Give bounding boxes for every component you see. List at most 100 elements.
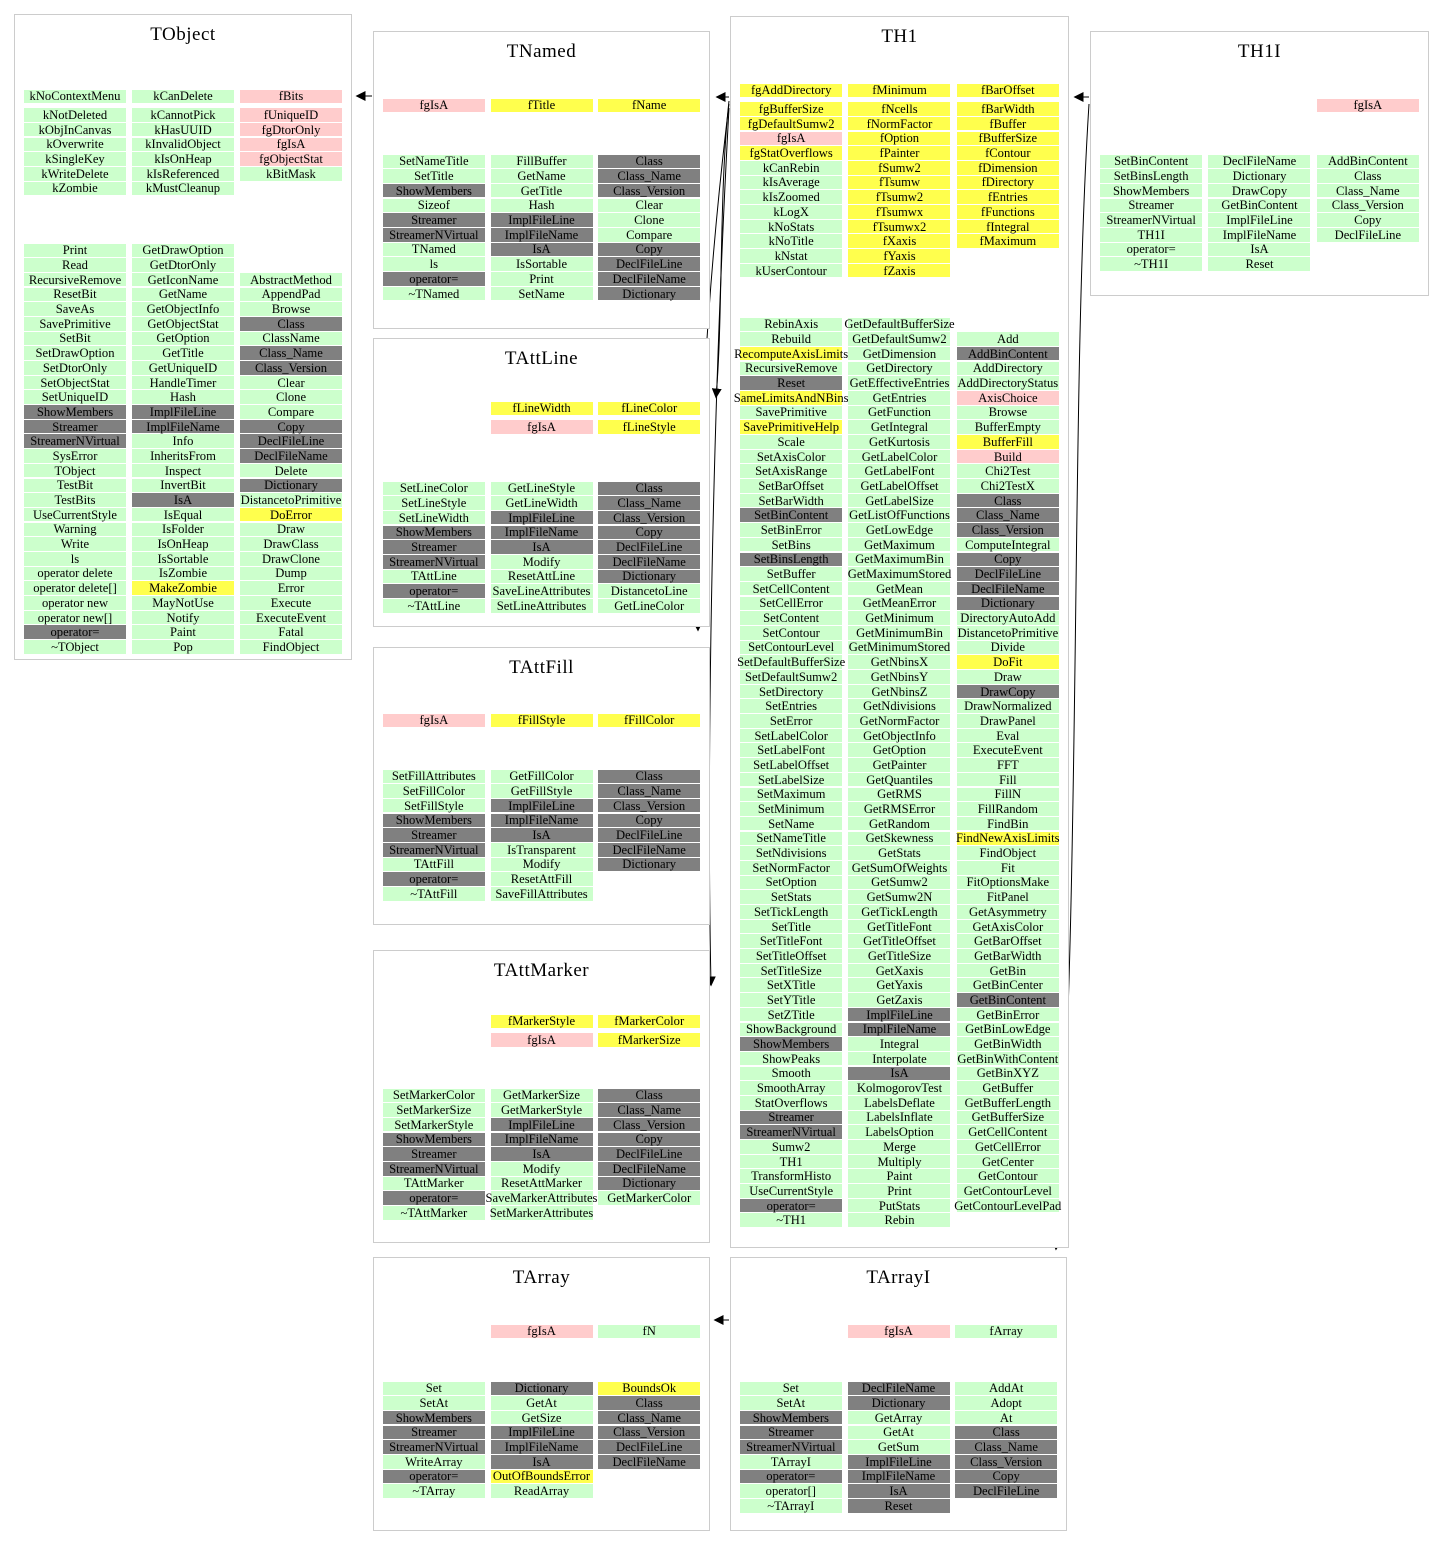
member-label: GetFillStyle: [510, 784, 573, 799]
member-column: GetLineStyle GetLineWidth ImplFileLine Impl…: [488, 481, 596, 613]
member-highlight: [740, 190, 843, 204]
member-highlight: [598, 1161, 701, 1176]
member-label: FFT: [996, 757, 1019, 772]
class-box-th1: TH1 fgAddDirectory fgBufferSize fgDefaultS…: [730, 16, 1069, 1248]
member-highlight: [848, 831, 951, 846]
member-label: LabelsOption: [865, 1125, 934, 1140]
member-highlight: [848, 160, 951, 175]
member-highlight: [740, 435, 843, 449]
member-label: At: [999, 1410, 1013, 1425]
member-label: operator=: [409, 1191, 459, 1206]
member-label: SetAt: [419, 1396, 449, 1411]
member-highlight: [598, 554, 701, 569]
member-column: SetNameTitle SetTitle ShowMembers Sizeof Str…: [380, 154, 488, 301]
member-cell: Notify: [129, 610, 237, 625]
member-cell: ShowPeaks: [737, 1051, 845, 1066]
member-label: operator=: [409, 1469, 459, 1484]
member-cell: Class_Version: [595, 1117, 703, 1132]
member-cell: kZombie: [21, 181, 129, 196]
member-label: GetSkewness: [865, 831, 934, 846]
member-label: Clear: [277, 375, 305, 390]
member-label: GetBinContent: [1221, 198, 1298, 213]
member-cell: kInvalidObject: [129, 137, 237, 152]
member-cell: Dictionary: [237, 478, 345, 493]
member-highlight: [598, 599, 701, 613]
member-highlight: [740, 1051, 843, 1066]
member-label: ImplFileLine: [508, 1425, 575, 1440]
member-cell: GetLabelSize: [845, 493, 953, 508]
member-highlight: [24, 137, 126, 152]
member-label: fBits: [278, 89, 304, 104]
member-cell: Reset: [737, 376, 845, 391]
member-highlight: [132, 390, 234, 404]
member-highlight: [848, 146, 951, 160]
member-highlight: [740, 758, 843, 772]
member-highlight: [598, 98, 701, 113]
member-highlight: [740, 699, 843, 713]
member-highlight: [132, 640, 234, 654]
member-highlight: [740, 963, 843, 978]
member-highlight: [490, 286, 593, 301]
member-label: Error: [277, 581, 305, 596]
member-cell: Class: [595, 1396, 703, 1411]
member-highlight: [24, 287, 126, 302]
member-highlight: [1208, 227, 1311, 242]
member-highlight: [740, 993, 843, 1007]
member-label: GetRandom: [869, 816, 930, 831]
member-highlight: [848, 116, 951, 131]
member-cell: Copy: [952, 1469, 1060, 1484]
member-label: DistancetoPrimitive: [957, 625, 1059, 640]
member-highlight: [24, 166, 126, 181]
member-highlight: [382, 510, 485, 525]
member-highlight: [740, 1037, 843, 1051]
member-label: fgIsA: [527, 1033, 556, 1048]
member-label: GetSumw2N: [866, 890, 933, 905]
member-highlight: [132, 434, 234, 449]
member-cell: kHasUUID: [129, 122, 237, 137]
member-cell: SetMarkerColor: [380, 1088, 488, 1103]
member-highlight: [132, 463, 234, 478]
member-cell: DrawCopy: [1205, 183, 1313, 198]
member-cell: Streamer: [380, 1425, 488, 1440]
member-cell: kNoContextMenu: [21, 89, 129, 104]
member-highlight: [956, 361, 1059, 376]
member-highlight: [132, 346, 234, 360]
member-cell: DirectoryAutoAdd: [954, 611, 1062, 626]
member-highlight: [848, 978, 951, 993]
member-label: ShowMembers: [1113, 183, 1190, 198]
member-label: SetBarOffset: [758, 478, 824, 493]
member-label: GetDirectory: [866, 361, 933, 376]
member-label: SetBinsLength: [753, 552, 829, 567]
member-highlight: [240, 361, 342, 375]
member-cell: AddDirectoryStatus: [954, 376, 1062, 391]
member-label: DeclFileLine: [974, 567, 1042, 582]
member-highlight: [24, 522, 126, 537]
member-highlight: [848, 1007, 951, 1022]
member-highlight: [132, 375, 234, 390]
member-label: SmoothArray: [756, 1081, 826, 1096]
member-label: Modify: [522, 857, 561, 872]
member-label: SetUniqueID: [41, 390, 109, 405]
member-cell: kIsOnHeap: [129, 152, 237, 167]
member-label: fgStatOverflows: [749, 146, 833, 161]
member-label: Class_Name: [617, 1410, 682, 1425]
member-highlight: [740, 263, 843, 278]
member-highlight: [1316, 227, 1419, 242]
member-column: fgIsA: [1314, 98, 1422, 117]
member-highlight: [1208, 242, 1311, 257]
member-label: SetBinContent: [754, 508, 829, 523]
member-highlight: [490, 584, 593, 598]
member-highlight: [955, 1484, 1058, 1498]
member-highlight: [956, 787, 1059, 802]
member-cell: GetBuffer: [954, 1081, 1062, 1096]
member-label: ImplFileName: [146, 419, 220, 434]
member-cell: AxisChoice: [954, 390, 1062, 405]
member-label: GetNdivisions: [863, 699, 936, 714]
member-label: Class_Name: [974, 1440, 1039, 1455]
member-column: SetBinContent SetBinsLength ShowMembers Str…: [1097, 154, 1205, 272]
member-cell: Rebuild: [737, 332, 845, 347]
member-cell: SetTitle: [737, 919, 845, 934]
member-label: SaveAs: [55, 302, 95, 317]
member-label: operator=: [766, 1469, 816, 1484]
member-label: OutOfBoundsError: [492, 1469, 591, 1484]
